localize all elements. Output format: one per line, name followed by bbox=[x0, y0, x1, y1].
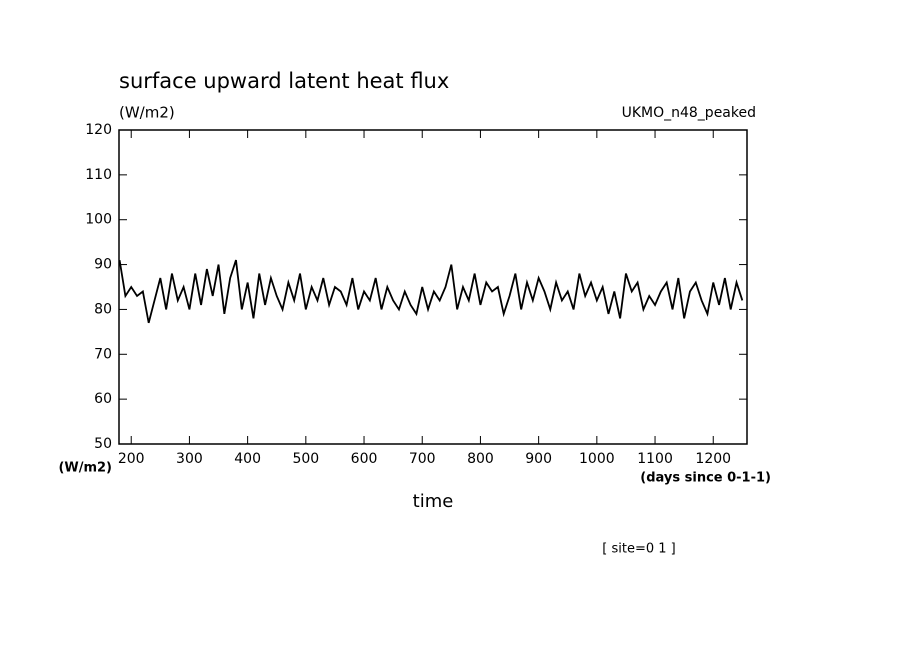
y-tick-label: 110 bbox=[85, 167, 112, 183]
y-axis-label: (W/m2) bbox=[58, 461, 112, 476]
chart-subtitle: (W/m2) bbox=[119, 104, 175, 122]
y-tick-label: 90 bbox=[94, 257, 112, 273]
y-tick-label: 100 bbox=[85, 212, 112, 228]
data-line bbox=[118, 259, 744, 324]
y-tick-label: 50 bbox=[94, 436, 112, 452]
y-tick-label: 70 bbox=[94, 346, 112, 362]
x-tick-label: 800 bbox=[467, 451, 494, 467]
chart-title: surface upward latent heat flux bbox=[119, 69, 449, 93]
x-tick-label: 1200 bbox=[695, 451, 731, 467]
y-tick-label: 80 bbox=[94, 301, 112, 317]
footnote: [ site=0 1 ] bbox=[602, 542, 675, 557]
y-tick-label: 60 bbox=[94, 391, 112, 407]
x-tick-label: 500 bbox=[292, 451, 319, 467]
x-tick-label: 700 bbox=[409, 451, 436, 467]
x-axis-units: (days since 0-1-1) bbox=[640, 471, 771, 486]
x-tick-label: 300 bbox=[176, 451, 203, 467]
y-tick-label: 120 bbox=[85, 122, 112, 138]
x-axis-label: time bbox=[413, 491, 454, 512]
plot-frame bbox=[118, 129, 748, 445]
x-tick-label: 900 bbox=[525, 451, 552, 467]
x-tick-label: 600 bbox=[351, 451, 378, 467]
x-tick-label: 1100 bbox=[637, 451, 673, 467]
x-tick-label: 400 bbox=[234, 451, 261, 467]
x-tick-label: 1000 bbox=[579, 451, 615, 467]
x-tick-label: 200 bbox=[118, 451, 145, 467]
annotation: UKMO_n48_peaked bbox=[622, 105, 756, 121]
